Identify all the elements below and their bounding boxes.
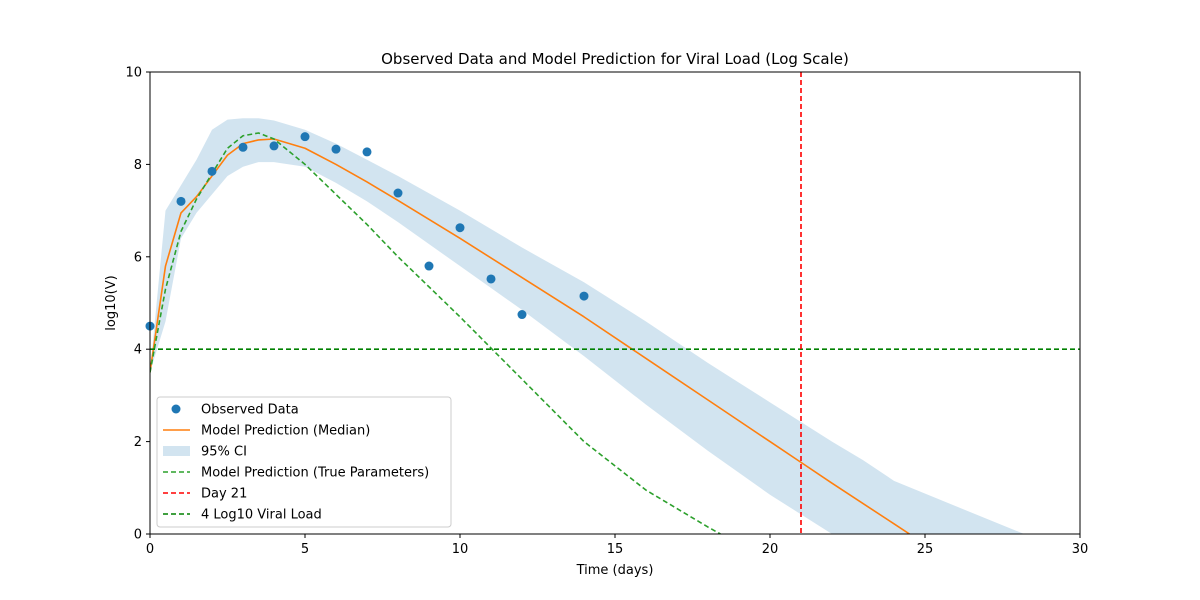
- true-parameters-line: [150, 132, 721, 534]
- y-tick-label: 6: [134, 250, 142, 265]
- observed-point: [517, 310, 527, 320]
- observed-point: [331, 144, 341, 154]
- observed-point: [486, 274, 496, 284]
- plot-frame: [149, 71, 1081, 535]
- observed-point: [207, 166, 217, 176]
- legend-label: Model Prediction (True Parameters): [201, 466, 429, 481]
- chart-title: Observed Data and Model Prediction for V…: [381, 50, 849, 68]
- legend-entry: Model Prediction (Median): [163, 424, 370, 439]
- y-tick-label: 4: [134, 343, 142, 358]
- x-tick-label: 20: [762, 542, 779, 557]
- x-tick-label: 10: [452, 542, 469, 557]
- legend-label: Day 21: [201, 487, 247, 502]
- legend-label: 95% CI: [201, 445, 247, 460]
- observed-point: [455, 223, 465, 233]
- y-axis-label: log10(V): [104, 275, 119, 330]
- x-tick-label: 25: [917, 542, 934, 557]
- plot-area: [145, 72, 1080, 534]
- observed-point: [238, 142, 248, 152]
- axis-ticks: 0 5 10 15 20 25 30 0 2 4 6 8 10: [125, 66, 1088, 558]
- ci-band-95: [150, 118, 1025, 534]
- x-tick-label: 0: [146, 542, 154, 557]
- observed-point: [424, 261, 434, 271]
- median-prediction-line: [150, 138, 910, 534]
- legend-entry: Model Prediction (True Parameters): [163, 466, 429, 481]
- observed-point: [579, 291, 589, 301]
- observed-point: [362, 147, 372, 157]
- y-tick-label: 2: [134, 435, 142, 450]
- y-tick-label: 0: [134, 528, 142, 543]
- legend-entry: 95% CI: [163, 445, 247, 460]
- x-tick-label: 30: [1072, 542, 1089, 557]
- legend-label: 4 Log10 Viral Load: [201, 508, 322, 523]
- y-tick-label: 10: [125, 66, 142, 81]
- legend-entry: 4 Log10 Viral Load: [163, 508, 322, 523]
- legend-label: Model Prediction (Median): [201, 424, 370, 439]
- legend-swatch: [163, 446, 190, 456]
- legend-entry: Day 21: [163, 487, 247, 502]
- observed-point: [393, 188, 403, 198]
- observed-point: [300, 132, 310, 142]
- x-tick-label: 5: [301, 542, 309, 557]
- legend-label: Observed Data: [201, 403, 299, 418]
- legend-marker: [171, 404, 181, 414]
- series-layer: [150, 72, 1080, 534]
- x-tick-label: 15: [607, 542, 624, 557]
- observed-point: [176, 196, 186, 206]
- legend: Observed Data Model Prediction (Median) 95…: [156, 396, 452, 528]
- y-tick-label: 8: [134, 158, 142, 173]
- legend-entry: Observed Data: [171, 403, 299, 418]
- observed-point: [269, 141, 279, 151]
- x-axis-label: Time (days): [576, 563, 654, 578]
- legend-box: [156, 396, 452, 528]
